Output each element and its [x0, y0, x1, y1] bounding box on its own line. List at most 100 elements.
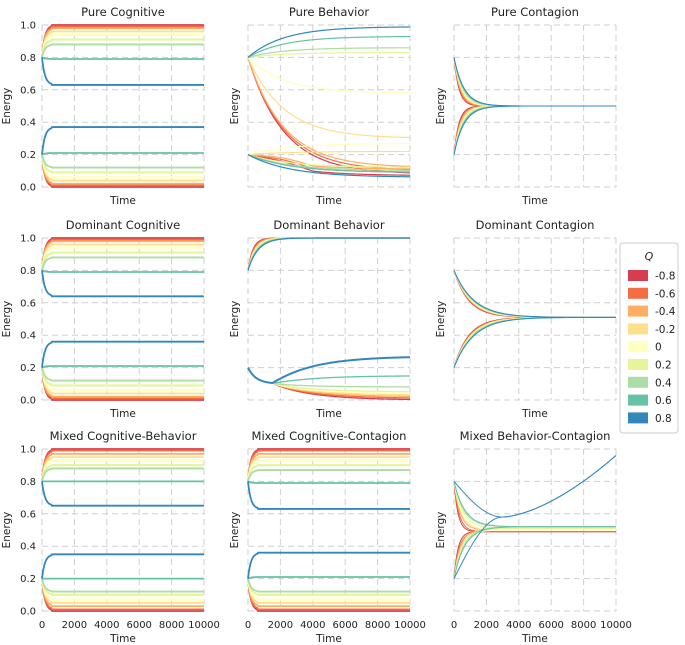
series-line-q0.6	[247, 367, 411, 384]
panel-title: Pure Behavior	[289, 5, 370, 19]
series-line-q-0.4	[247, 578, 410, 608]
series-line-q-0.8	[247, 237, 410, 271]
series-line-q0.2	[40, 154, 204, 174]
series-line-q0.4	[453, 316, 616, 368]
y-tick-label: 0.2	[20, 363, 36, 374]
x-tick-label: 4000	[300, 620, 325, 631]
series-line-q0	[246, 459, 410, 482]
series-line-q-0.8	[41, 578, 204, 612]
y-axis-label: Energy	[229, 88, 241, 125]
x-tick-label: 0	[39, 620, 45, 631]
series-line-q-0.8	[41, 154, 204, 188]
y-axis-label: Energy	[435, 301, 447, 338]
series-line-q0.6	[41, 269, 204, 273]
series-line-q-0.8	[41, 24, 204, 58]
y-axis-label: Energy	[435, 512, 447, 549]
series-line-q-0.8	[41, 448, 204, 482]
series-line-q-0.6	[453, 270, 616, 318]
panel-title: Mixed Cognitive-Contagion	[252, 429, 407, 443]
y-tick-label: 0.8	[20, 53, 36, 64]
series-line-q0.8	[247, 26, 411, 58]
series-line-q0.2	[246, 578, 410, 596]
series-line-q0.8	[453, 270, 616, 318]
legend-label: 0.4	[655, 377, 672, 389]
panel-title: Dominant Behavior	[273, 218, 384, 232]
series-line-q0.8	[41, 481, 204, 507]
series-line-q0.8	[247, 154, 411, 178]
panel-2: Pure Behavior Time Energy	[229, 5, 411, 207]
series-line-q0.8	[453, 455, 617, 518]
y-tick-label: 1.0	[20, 234, 36, 245]
x-tick-label: 10000	[600, 620, 632, 631]
series-line-q-0.6	[247, 578, 410, 611]
series-line-q0.8	[453, 105, 616, 155]
series-line-q-0.6	[247, 237, 410, 271]
y-tick-label: 0.6	[20, 509, 36, 520]
series-line-q0.4	[247, 47, 411, 58]
series-line-q-0.2	[247, 237, 410, 271]
legend-label: 0.8	[655, 413, 672, 425]
series-line-q-0.2	[247, 578, 410, 604]
x-tick-label: 4000	[506, 620, 531, 631]
x-tick-label: 2000	[474, 620, 499, 631]
x-tick-label: 8000	[571, 620, 596, 631]
series-line-q-0.4	[247, 237, 410, 271]
x-tick-label: 4000	[94, 620, 119, 631]
x-tick-label: 6000	[332, 620, 357, 631]
panel-title: Mixed Cognitive-Behavior	[50, 429, 197, 443]
series-line-q0.4	[41, 367, 204, 382]
series-line-q-0.6	[453, 316, 616, 368]
series-line-q-0.6	[41, 25, 204, 58]
series-line-q0.2	[247, 367, 411, 393]
series-line-q0.6	[247, 154, 411, 173]
series-line-q0	[453, 270, 616, 318]
series-line-q-0.4	[453, 57, 616, 107]
x-axis-label: Time	[521, 633, 548, 645]
y-tick-label: 0.4	[20, 118, 36, 129]
legend-label: 0	[655, 342, 662, 354]
y-tick-label: 0.2	[20, 150, 36, 161]
x-tick-label: 0	[451, 620, 457, 631]
series-line-q-0.8	[453, 316, 616, 368]
series-line-q-0.2	[41, 456, 204, 482]
panels-group: Pure Cognitive Time Energy 0.0 0.2 0.4 0.6 0.8 1…	[1, 5, 632, 645]
series-line-q0	[246, 578, 410, 601]
series-line-q0.4	[247, 469, 410, 482]
y-tick-label: 0.0	[20, 396, 36, 407]
panel-8: Mixed Cognitive-Contagion Time Energy 0 2000…	[229, 429, 426, 645]
legend-swatch	[628, 305, 648, 317]
x-tick-label: 10000	[188, 620, 220, 631]
series-line-q0.6	[41, 56, 204, 60]
x-axis-label: Time	[315, 633, 342, 645]
series-line-q-0.4	[247, 452, 410, 482]
series-line-q0.2	[40, 578, 204, 596]
series-line-q-0.2	[453, 270, 616, 318]
y-tick-label: 0.8	[20, 477, 36, 488]
series-line-q-0.4	[41, 578, 204, 608]
series-line-q0	[453, 105, 616, 155]
series-line-q0.4	[247, 237, 410, 271]
legend-label: 0.6	[655, 395, 672, 407]
series-line-q-0.4	[41, 367, 204, 398]
panel-7: Mixed Cognitive-Behavior Time Energy 0.0 0.2…	[1, 429, 220, 645]
series-line-q0	[40, 154, 204, 179]
legend-label: -0.6	[655, 288, 676, 300]
x-axis-label: Time	[315, 195, 342, 207]
series-line-q0	[40, 367, 204, 392]
series-line-q-0.2	[453, 105, 616, 155]
series-line-q0.2	[453, 57, 616, 107]
series-line-q0.8	[41, 340, 204, 368]
panel-6: Dominant Contagion Time Energy	[435, 218, 617, 420]
series-line-q-0.2	[41, 367, 204, 395]
x-axis-label: Time	[521, 195, 548, 207]
x-tick-label: 2000	[62, 620, 87, 631]
series-line-q0.6	[453, 105, 616, 155]
series-line-q-0.2	[453, 529, 616, 579]
series-line-q-0.4	[453, 105, 616, 155]
legend-swatch	[628, 341, 648, 353]
x-axis-label: Time	[109, 408, 136, 420]
y-axis-label: Energy	[435, 88, 447, 125]
series-line-q0.2	[40, 251, 204, 271]
series-line-q0.6	[247, 576, 410, 580]
